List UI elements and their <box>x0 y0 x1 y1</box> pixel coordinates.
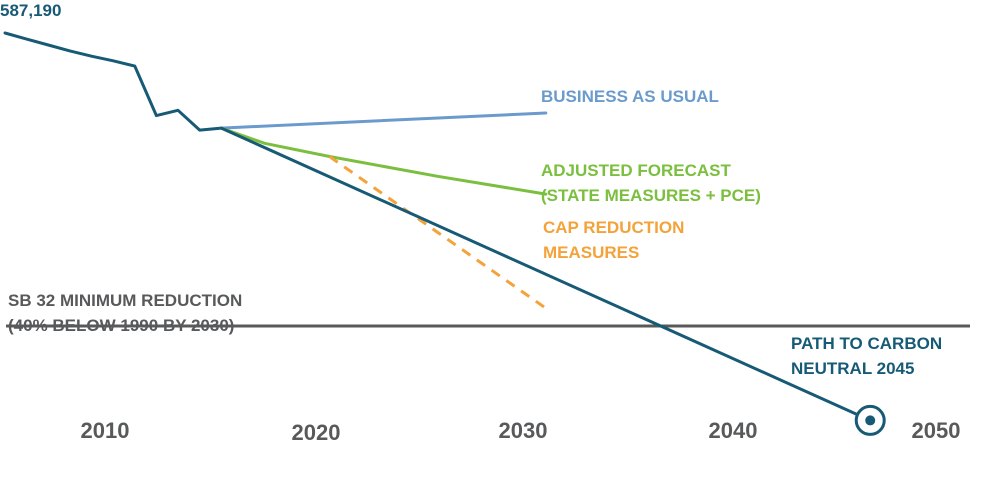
start-value-label: 587,190 <box>0 1 61 20</box>
x-tick-label: 2020 <box>292 420 341 445</box>
series-lines <box>3 31 970 436</box>
series-line-cap <box>328 155 547 310</box>
series-line-adjusted <box>219 126 548 196</box>
series-line-path <box>219 126 872 422</box>
threshold-label: SB 32 MINIMUM REDUCTION (40% BELOW 1990 B… <box>8 291 242 335</box>
x-axis-ticks: 2010 2020 2030 2040 2050 <box>81 418 961 445</box>
x-tick-label: 2040 <box>709 418 758 443</box>
x-tick-label: 2050 <box>912 418 961 443</box>
series-label-bau: BUSINESS AS USUAL <box>541 87 719 106</box>
series-label-path: PATH TO CARBON NEUTRAL 2045 <box>791 334 942 378</box>
series-labels: 587,190 SB 32 MINIMUM REDUCTION (40% BELOW… <box>0 1 942 378</box>
series-label-adjusted: ADJUSTED FORECAST (STATE MEASURES + PCE) <box>541 161 761 205</box>
series-line-bau <box>219 111 548 130</box>
endpoint-marker-dot <box>865 415 876 426</box>
series-label-cap: CAP REDUCTION MEASURES <box>543 218 684 262</box>
x-tick-label: 2010 <box>81 418 130 443</box>
x-tick-label: 2030 <box>499 418 548 443</box>
series-line-historical <box>3 31 223 132</box>
